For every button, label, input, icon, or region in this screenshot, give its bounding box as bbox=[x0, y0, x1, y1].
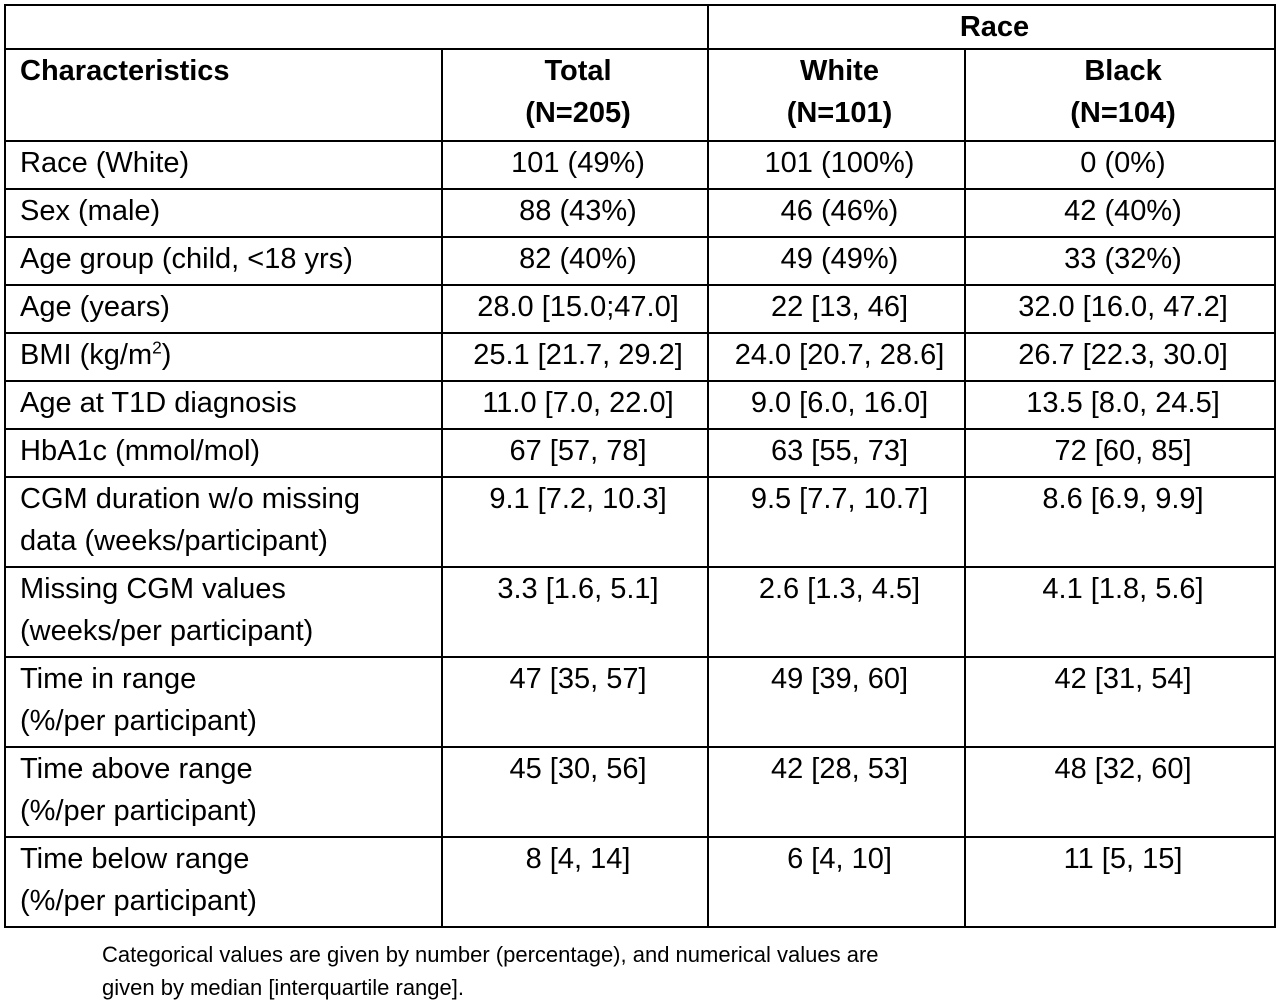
table-row: Time in range (%/per participant) 47 [35,… bbox=[4, 656, 1277, 748]
total-value: 3.3 [1.6, 5.1] bbox=[441, 566, 709, 658]
characteristics-header: Characteristics bbox=[4, 48, 443, 142]
header-row-group: Race bbox=[4, 4, 1277, 50]
characteristics-table: Race Characteristics Total (N=205) White(… bbox=[4, 4, 1277, 928]
white-value: 9.0 [6.0, 16.0] bbox=[707, 380, 966, 430]
header-row-columns: Characteristics Total (N=205) White (N=101… bbox=[4, 48, 1277, 142]
white-value: 22 [13, 46] bbox=[707, 284, 966, 334]
white-value: 42 [28, 53] bbox=[707, 746, 966, 838]
header-empty-cell bbox=[4, 4, 709, 50]
row-label: HbA1c (mmol/mol) bbox=[4, 428, 443, 478]
total-value: 8 [4, 14] bbox=[441, 836, 709, 928]
table-row: Age (years) 28.0 [15.0;47.0] 22 [13, 46]… bbox=[4, 284, 1277, 334]
black-value: 42 [31, 54] bbox=[963, 656, 1277, 748]
table-row: Time below range (%/per participant) 8 [4… bbox=[4, 836, 1277, 928]
table-row: HbA1c (mmol/mol) 67 [57, 78] 63 [55, 73]… bbox=[4, 428, 1277, 478]
row-label: Missing CGM values (weeks/per participant… bbox=[4, 566, 443, 658]
total-value: 25.1 [21.7, 29.2] bbox=[441, 332, 709, 382]
total-value: 9.1 [7.2, 10.3] bbox=[441, 476, 709, 568]
table-row: Sex (male) 88 (43%) 46 (46%) 42 (40%) bbox=[4, 188, 1277, 238]
row-label: Age group (child, <18 yrs) bbox=[4, 236, 443, 286]
white-header: White (N=101) bbox=[707, 48, 966, 142]
row-label: CGM duration w/o missing data (weeks/part… bbox=[4, 476, 443, 568]
footnote-line-2: given by median [interquartile range]. bbox=[102, 975, 464, 1000]
total-value: 11.0 [7.0, 22.0] bbox=[441, 380, 709, 430]
total-value: 45 [30, 56] bbox=[441, 746, 709, 838]
white-value: 49 [39, 60] bbox=[707, 656, 966, 748]
row-label: Race (White) bbox=[4, 140, 443, 190]
total-value: 67 [57, 78] bbox=[441, 428, 709, 478]
table-row: Missing CGM values (weeks/per participant… bbox=[4, 566, 1277, 658]
row-label: Age (years) bbox=[4, 284, 443, 334]
black-header: Black (N=104) bbox=[963, 48, 1277, 142]
total-value: 88 (43%) bbox=[441, 188, 709, 238]
white-value: 63 [55, 73] bbox=[707, 428, 966, 478]
black-value: 0 (0%) bbox=[963, 140, 1277, 190]
black-value: 13.5 [8.0, 24.5] bbox=[963, 380, 1277, 430]
white-value: 9.5 [7.7, 10.7] bbox=[707, 476, 966, 568]
footnote-line-1: Categorical values are given by number (… bbox=[102, 942, 879, 967]
black-value: 4.1 [1.8, 5.6] bbox=[963, 566, 1277, 658]
row-label: Time in range (%/per participant) bbox=[4, 656, 443, 748]
white-value: 24.0 [20.7, 28.6] bbox=[707, 332, 966, 382]
race-group-header: Race bbox=[706, 4, 1277, 50]
row-label: Time below range (%/per participant) bbox=[4, 836, 443, 928]
black-value: 42 (40%) bbox=[963, 188, 1277, 238]
row-label: Sex (male) bbox=[4, 188, 443, 238]
table-row: Time above range (%/per participant) 45 [… bbox=[4, 746, 1277, 838]
table-row: Race (White) 101 (49%) 101 (100%) 0 (0%) bbox=[4, 140, 1277, 190]
black-value: 11 [5, 15] bbox=[963, 836, 1277, 928]
black-value: 32.0 [16.0, 47.2] bbox=[963, 284, 1277, 334]
table-footnote: Categorical values are given by number (… bbox=[102, 938, 1152, 1004]
table-row: BMI (kg/m2) 25.1 [21.7, 29.2] 24.0 [20.7… bbox=[4, 332, 1277, 382]
white-value: 101 (100%) bbox=[707, 140, 966, 190]
row-label: Time above range (%/per participant) bbox=[4, 746, 443, 838]
white-value: 46 (46%) bbox=[707, 188, 966, 238]
table-row: CGM duration w/o missing data (weeks/part… bbox=[4, 476, 1277, 568]
total-header: Total (N=205) bbox=[441, 48, 709, 142]
table-row: Age group (child, <18 yrs) 82 (40%) 49 (… bbox=[4, 236, 1277, 286]
row-label: BMI (kg/m2) bbox=[4, 332, 443, 382]
white-value: 2.6 [1.3, 4.5] bbox=[707, 566, 966, 658]
total-value: 82 (40%) bbox=[441, 236, 709, 286]
black-value: 33 (32%) bbox=[963, 236, 1277, 286]
black-value: 48 [32, 60] bbox=[963, 746, 1277, 838]
white-value: 49 (49%) bbox=[707, 236, 966, 286]
black-value: 72 [60, 85] bbox=[963, 428, 1277, 478]
total-value: 47 [35, 57] bbox=[441, 656, 709, 748]
white-value: 6 [4, 10] bbox=[707, 836, 966, 928]
black-value: 8.6 [6.9, 9.9] bbox=[963, 476, 1277, 568]
total-value: 28.0 [15.0;47.0] bbox=[441, 284, 709, 334]
row-label: Age at T1D diagnosis bbox=[4, 380, 443, 430]
table-row: Age at T1D diagnosis 11.0 [7.0, 22.0] 9.… bbox=[4, 380, 1277, 430]
total-value: 101 (49%) bbox=[441, 140, 709, 190]
black-value: 26.7 [22.3, 30.0] bbox=[963, 332, 1277, 382]
